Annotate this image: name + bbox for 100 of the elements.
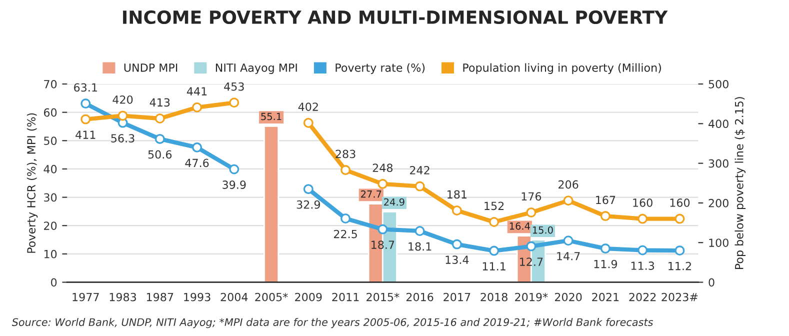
x-tick-label: 2017 (444, 292, 470, 302)
x-tick-label: 2005* (255, 292, 288, 302)
point (80, 114, 91, 124)
data-label: 453 (224, 82, 244, 91)
point (192, 102, 202, 112)
point (414, 226, 425, 236)
y-axis-title: Poverty HCR (%), MPI (%) (26, 113, 38, 253)
y-tick-label: 10 (44, 250, 57, 258)
y-tick-label: 50 (44, 136, 57, 146)
x-tick-label: 2004 (220, 292, 248, 302)
point (674, 214, 685, 224)
data-label: 11.1 (482, 262, 506, 270)
point (452, 239, 462, 250)
point (118, 110, 128, 121)
y2-tick-label: 100 (709, 238, 728, 247)
data-label: 283 (336, 150, 356, 158)
y-tick-label: 20 (44, 222, 57, 230)
data-label: 181 (448, 190, 466, 199)
x-tick-label: 2020 (554, 292, 582, 302)
point (80, 98, 91, 109)
point (378, 178, 388, 189)
chart-title: INCOME POVERTY AND MULTI-DIMENSIONAL POVERTY (123, 10, 668, 24)
y-tick-label: 40 (44, 164, 57, 174)
data-label: 50.6 (148, 150, 172, 159)
point (229, 164, 240, 174)
point (638, 245, 648, 256)
data-label: 18.1 (408, 242, 432, 251)
point (378, 224, 388, 234)
point (303, 184, 314, 194)
data-label: 11.2 (668, 262, 691, 270)
x-tick-label: 2011 (332, 292, 359, 302)
legend-label: Poverty rate (%) (336, 63, 425, 74)
y2-tick-label: 500 (708, 80, 728, 88)
y2-tick-label: 400 (708, 120, 728, 128)
data-label: 47.6 (185, 158, 209, 168)
point (489, 246, 500, 256)
data-label: 402 (298, 102, 318, 111)
data-label: 11.3 (631, 262, 654, 270)
point (526, 241, 536, 252)
x-tick-label: 1987 (146, 292, 174, 302)
x-tick-label: 1977 (72, 292, 99, 302)
data-label: 248 (372, 164, 393, 172)
data-label: 167 (596, 196, 616, 204)
data-label: 13.4 (446, 256, 469, 264)
y2-tick-label: 0 (708, 278, 714, 287)
y-tick-label: 0 (51, 278, 57, 287)
y2-tick-label: 300 (708, 159, 728, 168)
y2-axis-title: Pop below poverty line ($ 2.15) (734, 97, 746, 270)
data-label: 14.7 (557, 252, 580, 260)
data-label: 24.9 (384, 198, 404, 206)
data-label: 63.1 (74, 83, 97, 92)
point (229, 98, 240, 108)
y2-tick-label: 200 (708, 198, 728, 208)
data-label: 242 (410, 166, 430, 174)
x-tick-label: 1983 (110, 292, 136, 302)
point (303, 118, 314, 128)
x-tick-label: 2016 (406, 292, 434, 302)
point (489, 216, 500, 227)
point (154, 113, 165, 124)
x-tick-label: 1993 (184, 292, 210, 302)
data-label: 32.9 (296, 200, 320, 209)
x-tick-label: 2009 (295, 292, 322, 302)
x-tick-label: 2015* (366, 292, 400, 302)
point (563, 196, 574, 206)
data-label: 420 (112, 95, 133, 104)
source-note: Source: World Bank, UNDP, NITI Aayog; *MPI data are for the years 2005-06, 2015-16 and 2019-21; #World Bank forecasts (12, 318, 654, 328)
data-label: 16.4 (510, 222, 530, 230)
data-label: 18.7 (372, 240, 394, 249)
x-tick-label: 2019* (515, 292, 548, 302)
point (563, 236, 574, 246)
legend-label: NITI Aayog MPI (216, 64, 297, 74)
data-label: 160 (633, 198, 652, 207)
point (452, 205, 462, 216)
data-label: 160 (670, 198, 690, 207)
data-label: 55.1 (261, 112, 282, 120)
data-label: 411 (76, 130, 96, 139)
point (154, 134, 165, 144)
x-tick-label: 2023# (662, 292, 698, 302)
data-label: 15.0 (532, 226, 553, 234)
point (414, 181, 425, 192)
x-tick-label: 2018 (480, 292, 508, 302)
data-label: 22.5 (334, 230, 357, 238)
data-label: 152 (484, 202, 504, 210)
data-label: 39.9 (222, 180, 246, 189)
point (638, 214, 648, 224)
legend-label: Population living in poverty (Million) (463, 63, 661, 74)
point (600, 244, 610, 254)
data-label: 441 (186, 87, 207, 96)
data-label: 176 (522, 192, 542, 201)
y-tick-label: 70 (44, 80, 57, 88)
point (600, 211, 610, 222)
point (192, 142, 202, 152)
data-label: 12.7 (520, 258, 543, 266)
data-label: 413 (150, 98, 170, 107)
data-label: 11.9 (594, 260, 618, 268)
data-label: 27.7 (361, 190, 382, 198)
point (340, 214, 351, 224)
data-label: 56.3 (111, 134, 134, 143)
y-tick-label: 30 (44, 193, 57, 202)
point (340, 165, 351, 176)
